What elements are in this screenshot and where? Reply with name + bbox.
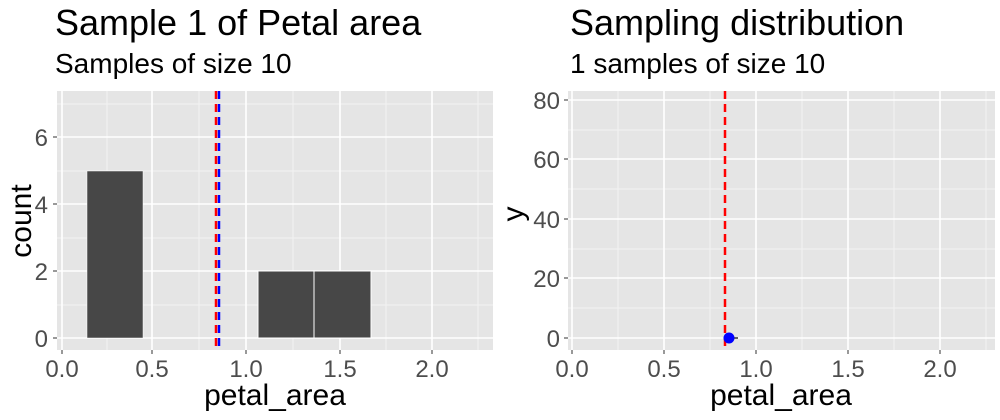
- right-x-axis-title: petal_area: [710, 379, 852, 412]
- x-tick-label: 0.5: [135, 356, 168, 383]
- y-tick-label: 4: [35, 192, 48, 219]
- left-chart-subtitle: Samples of size 10: [55, 48, 292, 79]
- y-tick-label: 80: [533, 88, 560, 115]
- sample-mean-point: [723, 332, 735, 344]
- x-tick-label: 1.5: [323, 356, 356, 383]
- x-tick-label: 0.5: [647, 356, 680, 383]
- left-axis-ticks: [53, 136, 433, 354]
- right-chart-subtitle: 1 samples of size 10: [570, 48, 826, 79]
- y-tick-label: 2: [35, 259, 48, 286]
- x-tick-label: 2.0: [923, 356, 956, 383]
- x-tick-label: 2.0: [415, 356, 448, 383]
- right-plot-panel: [568, 91, 995, 350]
- left-y-axis-title: count: [5, 184, 38, 258]
- right-y-axis-title: y: [497, 207, 530, 222]
- right-major-grid: [568, 91, 995, 350]
- x-tick-label: 1.5: [831, 356, 864, 383]
- y-tick-label: 6: [35, 125, 48, 152]
- y-tick-label: 40: [533, 207, 560, 234]
- x-tick-label: 0.0: [555, 356, 588, 383]
- x-tick-label: 1.0: [739, 356, 772, 383]
- left-chart-title: Sample 1 of Petal area: [55, 2, 422, 43]
- y-tick-label: 0: [35, 326, 48, 353]
- y-tick-label: 0: [547, 326, 560, 353]
- right-chart-title: Sampling distribution: [570, 2, 905, 43]
- y-tick-label: 60: [533, 147, 560, 174]
- histogram-bar: [86, 170, 144, 339]
- right-chart: 0 20 40 60 80 0.0 0.5 1.0 1.5 2.0 petal_…: [497, 88, 995, 412]
- histogram-bar: [313, 270, 372, 339]
- left-x-axis-title: petal_area: [204, 379, 346, 412]
- x-tick-label: 1.0: [229, 356, 262, 383]
- y-tick-label: 20: [533, 266, 560, 293]
- right-minor-grid: [568, 91, 995, 350]
- left-chart: 0 2 4 6 0.0 0.5 1.0 1.5 2.0 petal_area c…: [5, 91, 493, 412]
- x-tick-label: 0.0: [45, 356, 78, 383]
- histogram-bar: [257, 270, 315, 339]
- right-axis-ticks: [564, 99, 941, 354]
